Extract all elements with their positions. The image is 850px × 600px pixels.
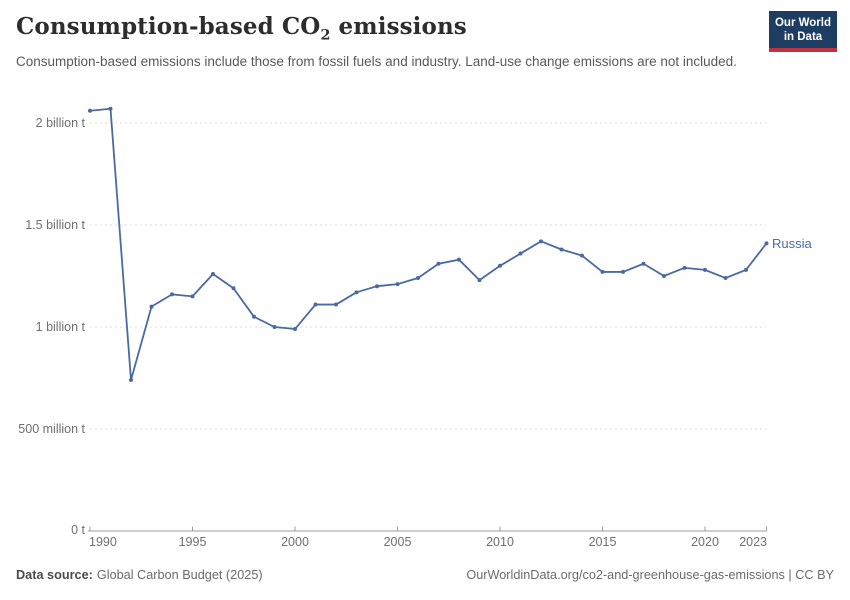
attribution-link[interactable]: OurWorldinData.org/co2-and-greenhouse-ga…: [466, 568, 834, 582]
x-tick-1990: 1990: [89, 535, 117, 549]
x-tick-2020: 2020: [691, 535, 719, 549]
title-text: Consumption-based CO: [16, 13, 321, 40]
title-subscript: 2: [320, 27, 331, 44]
x-tick-2005: 2005: [383, 535, 412, 549]
x-tick-2010: 2010: [486, 535, 514, 549]
chart-subtitle: Consumption-based emissions include thos…: [16, 54, 737, 69]
owid-logo-line1: Our World: [774, 17, 831, 29]
chart-footer: Data source: Global Carbon Budget (2025) …: [16, 568, 834, 582]
x-tick-2015: 2015: [588, 535, 617, 549]
owid-logo-box: Our World in Data: [769, 11, 837, 48]
y-tick-1b: 1 billion t: [35, 320, 85, 334]
x-tick-2023: 2023: [739, 535, 767, 549]
owid-logo-line2: in Data: [783, 31, 823, 43]
x-axis: [88, 526, 767, 532]
owid-logo: Our World in Data: [769, 11, 837, 52]
owid-logo-red-bar: [769, 48, 837, 52]
y-tick-0: 0 t: [71, 523, 85, 537]
russia-line-series[interactable]: [88, 106, 769, 383]
y-tick-1-5b: 1.5 billion t: [25, 218, 85, 232]
data-source-label: Data source:: [16, 568, 93, 582]
title-text-end: emissions: [330, 13, 467, 40]
data-source: Data source: Global Carbon Budget (2025): [16, 568, 263, 582]
x-tick-2000: 2000: [281, 535, 309, 549]
y-tick-2b: 2 billion t: [35, 116, 85, 130]
x-tick-1995: 1995: [178, 535, 207, 549]
page-title: Consumption-based CO2 emissions: [16, 13, 467, 44]
data-source-value: Global Carbon Budget (2025): [96, 568, 263, 582]
y-tick-500m: 500 million t: [18, 422, 85, 436]
series-label-russia[interactable]: Russia: [772, 236, 812, 251]
